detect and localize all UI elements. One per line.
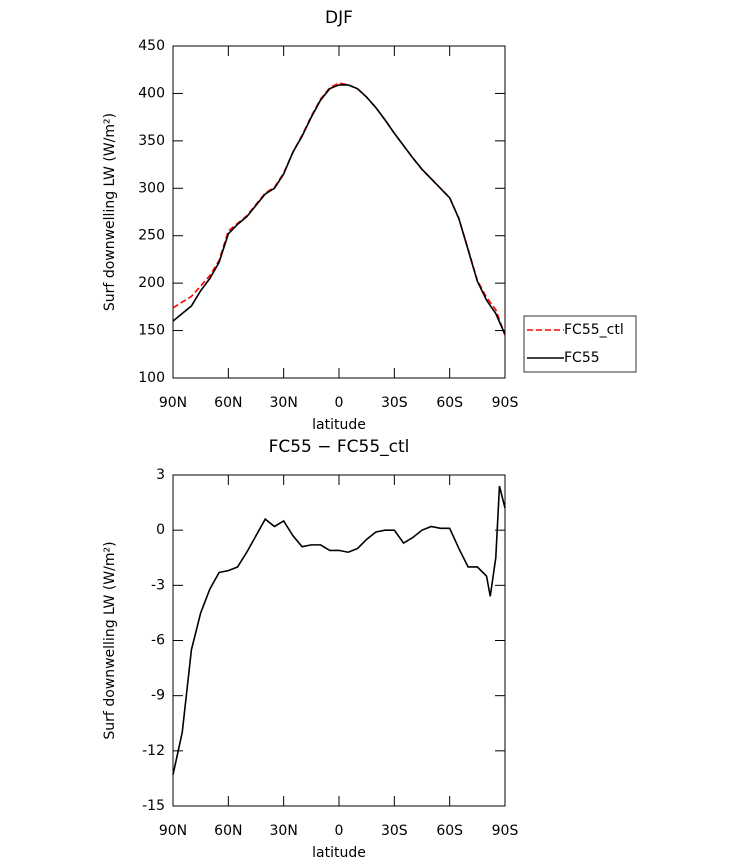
x-tick-label: 60N (214, 395, 242, 411)
y-tick-label: 300 (138, 180, 165, 196)
chart-title: FC55 − FC55_ctl (269, 437, 410, 457)
x-tick-label: 90S (492, 823, 519, 839)
x-tick-label: 0 (335, 823, 344, 839)
y-tick-label: 450 (138, 38, 165, 54)
data-line (172, 485, 506, 775)
x-tick-label: 90N (159, 395, 187, 411)
x-axis-label: latitude (312, 417, 366, 433)
y-tick-label: -9 (151, 688, 165, 704)
x-tick-label: 60S (436, 823, 463, 839)
y-tick-label: -12 (142, 743, 165, 759)
x-tick-label: 0 (335, 395, 344, 411)
y-tick-label: -3 (151, 577, 165, 593)
data-line (172, 84, 506, 335)
y-tick-label: -6 (151, 633, 165, 649)
x-tick-label: 30S (381, 395, 408, 411)
y-tick-label: 200 (138, 275, 165, 291)
y-tick-label: 3 (156, 467, 165, 483)
x-tick-label: 90S (492, 395, 519, 411)
legend-label: FC55 (564, 350, 600, 366)
y-tick-label: 150 (138, 323, 165, 339)
y-tick-label: 250 (138, 228, 165, 244)
x-tick-label: 90N (159, 823, 187, 839)
x-tick-label: 60S (436, 395, 463, 411)
chart-title: DJF (325, 8, 353, 28)
x-tick-label: 30N (270, 823, 298, 839)
y-tick-label: 400 (138, 85, 165, 101)
y-tick-label: 100 (138, 370, 165, 386)
x-tick-label: 60N (214, 823, 242, 839)
y-tick-label: -15 (142, 798, 165, 814)
plot-frame (172, 474, 506, 807)
x-axis-label: latitude (312, 845, 366, 861)
y-axis-label: Surf downwelling LW (W/m²) (102, 113, 118, 311)
y-tick-label: 350 (138, 133, 165, 149)
legend-label: FC55_ctl (564, 322, 624, 338)
x-tick-label: 30S (381, 823, 408, 839)
legend-box (523, 315, 637, 373)
y-tick-label: 0 (156, 522, 165, 538)
y-axis-label: Surf downwelling LW (W/m²) (102, 541, 118, 739)
x-tick-label: 30N (270, 395, 298, 411)
